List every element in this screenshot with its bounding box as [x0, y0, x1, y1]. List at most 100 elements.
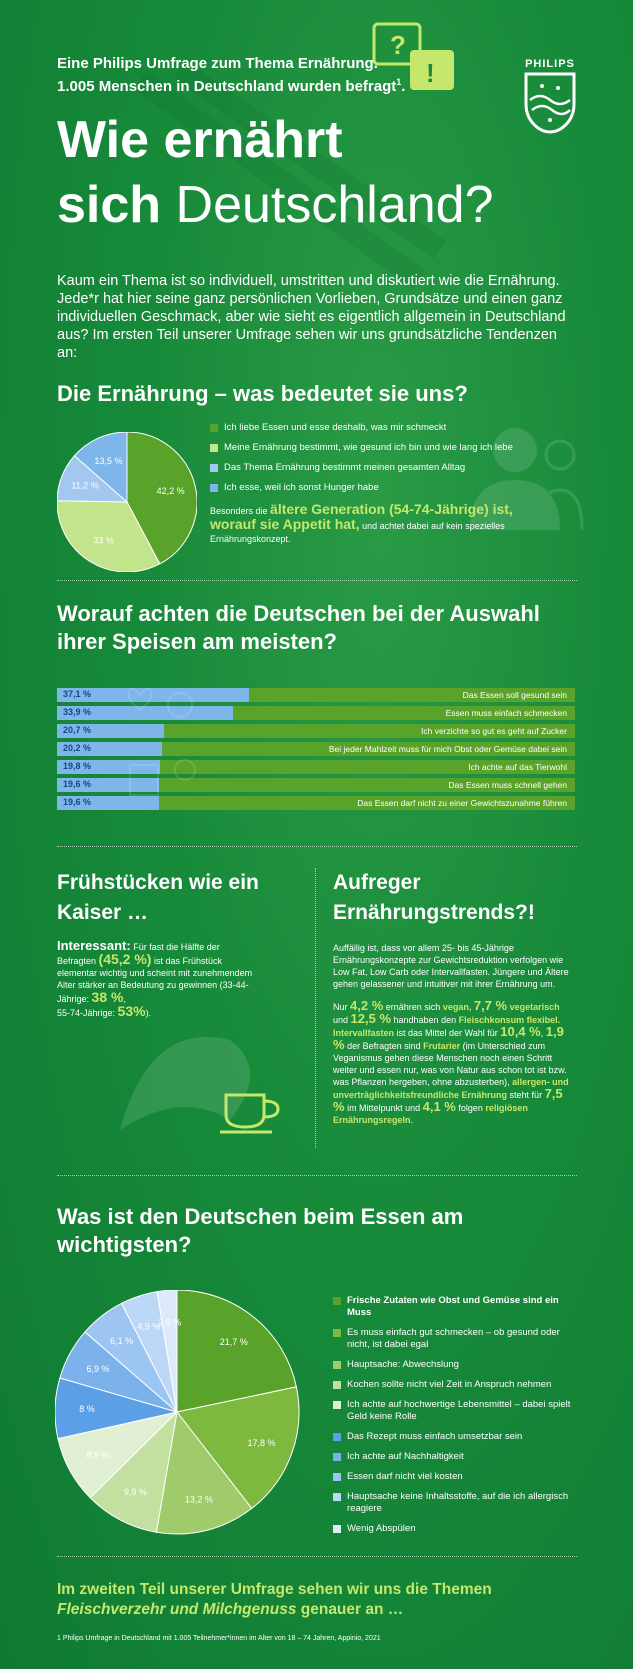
- bar-value: 37,1 %: [63, 689, 92, 699]
- bar-label: Essen muss einfach schmecken: [445, 708, 567, 718]
- trends-x: im Mittelpunkt und: [344, 1103, 423, 1113]
- pie-value-label: 8,9 %: [86, 1450, 109, 1460]
- section2-title: Worauf achten die Deutschen bei der Ausw…: [57, 600, 577, 656]
- pie-value-label: 42,2 %: [157, 486, 185, 496]
- pie-value-label: 9,9 %: [124, 1487, 147, 1497]
- intro-line1: Eine Philips Umfrage zum Thema Ernährung…: [57, 55, 378, 72]
- food-icons: [127, 687, 196, 796]
- bar-label: Ich verzichte so gut es geht auf Zucker: [421, 726, 567, 736]
- pie-value-label: 2,6 %: [158, 1317, 181, 1327]
- trends-t: (im Unterschied zum Veganismus gehen die…: [333, 1041, 567, 1087]
- title-sich: sich: [57, 176, 162, 234]
- cutlery-watermark-icon: [133, 60, 447, 289]
- trends-a: Nur: [333, 1002, 351, 1012]
- trends-h: und: [333, 1015, 351, 1025]
- trends-s: Frutarier: [423, 1041, 461, 1051]
- outro-italic: Fleischverzehr und Milchgenuss: [57, 1601, 297, 1618]
- note-highlight1: ältere Generation (54-74-Jährige) ist,: [270, 501, 513, 517]
- breakfast-text: Interessant: Für fast die Hälfte der Bef…: [57, 938, 257, 1019]
- trends-text: Auffällig ist, dass vor allem 25- bis 45…: [333, 942, 573, 1136]
- trends-o: 10,4 %: [500, 1024, 541, 1039]
- bar-value: 20,7 %: [63, 725, 92, 735]
- legend-label: Es muss einfach gut schmecken – ob gesun…: [347, 1327, 560, 1350]
- note-pre: Besonders die: [210, 506, 271, 516]
- footnote-ref: 1: [396, 77, 402, 87]
- legend-swatch: [210, 443, 218, 452]
- legend-item: Ich achte auf Nachhaltigkeit: [333, 1451, 583, 1463]
- bar-value: 19,6 %: [63, 779, 92, 789]
- trends-i: 12,5 %: [350, 1011, 392, 1026]
- trends-d: vegan,: [442, 1002, 472, 1012]
- outro-rest: genauer an …: [296, 1601, 404, 1618]
- legend-label: Ich achte auf hochwertige Lebensmittel –…: [347, 1399, 571, 1422]
- bar-label: Ich achte auf das Tierwohl: [468, 762, 567, 772]
- breakfast-pct: (45,2 %): [98, 951, 152, 967]
- divider: [57, 1175, 577, 1176]
- intro-text: Eine Philips Umfrage zum Thema Ernährung…: [57, 54, 457, 96]
- section4-heading: Aufreger Ernährungstrends?!: [333, 871, 535, 924]
- breakfast-53: 53%: [117, 1003, 146, 1019]
- pie-chart-meaning: 42,2 % 33 % 11,2 % 13,5 %: [57, 432, 197, 572]
- pie-slice: [176, 1386, 300, 1510]
- legend-importance: Frische Zutaten wie Obst und Gemüse sind…: [333, 1295, 583, 1543]
- bar-fill: [57, 742, 162, 756]
- note-older-generation: Besonders die ältere Generation (54-74-J…: [210, 501, 550, 546]
- trends-q: 1,9 %: [333, 1024, 564, 1052]
- page-title-line1: Wie ernährt: [57, 111, 343, 169]
- legend-swatch: [333, 1401, 341, 1409]
- bar-row: 20,7 % Ich verzichte so gut es geht auf Z…: [57, 724, 575, 738]
- bar-row: 19,8 % Ich achte auf das Tierwohl: [57, 760, 575, 774]
- trends-v: steht für: [507, 1090, 545, 1100]
- page-title-line2: sich Deutschland?: [57, 175, 494, 235]
- legend-label: Hauptsache keine Inhaltsstoffe, auf die …: [347, 1491, 569, 1514]
- pie-value-label: 21,7 %: [220, 1337, 248, 1347]
- breakfast-38: 38 %: [91, 989, 124, 1005]
- bar-fill: [57, 706, 233, 720]
- legend-item: Ich achte auf hochwertige Lebensmittel –…: [333, 1399, 583, 1423]
- divider: [57, 1556, 577, 1557]
- trends-g: vegetarisch: [507, 1002, 560, 1012]
- breakfast-t2: ist das Frühstück elementar wichtig und …: [57, 956, 253, 1004]
- legend-label: Ich esse, weil ich sonst Hunger habe: [224, 482, 379, 493]
- interessant-label: Interessant:: [57, 938, 131, 953]
- legend-swatch: [333, 1473, 341, 1481]
- note-post: und achtet dabei auf kein spezielles Ern…: [210, 521, 505, 544]
- pie-slice: [156, 1290, 178, 1413]
- trends-y: 4,1 %: [422, 1099, 456, 1114]
- legend-label: Ich achte auf Nachhaltigkeit: [347, 1451, 464, 1462]
- legend-label: Hauptsache: Abwechslung: [347, 1359, 459, 1370]
- bar-label: Das Essen darf nicht zu einer Gewichtszu…: [357, 798, 567, 808]
- speech-bubbles-icon: ? !: [372, 22, 454, 90]
- trends-w: 7,5 %: [333, 1086, 563, 1114]
- legend-swatch: [333, 1493, 341, 1501]
- lead-paragraph: Kaum ein Thema ist so individuell, umstr…: [57, 273, 566, 361]
- pie-chart-importance: 21,7 % 17,8 % 13,2 % 9,9 % 8,9 % 8 % 6,9 % 6,1 …: [55, 1290, 300, 1535]
- trends-n: ist das Mittel der Wahl für: [394, 1028, 501, 1038]
- trends-zzz: .: [410, 1115, 414, 1125]
- breakfast-t3: ,: [123, 994, 126, 1004]
- legend-swatch: [210, 463, 218, 472]
- pie-value-label: 11,2 %: [71, 481, 98, 491]
- pie-slice: [73, 432, 128, 504]
- bar-row: 19,6 % Das Essen darf nicht zu einer Gewi…: [57, 796, 575, 810]
- legend-label: Meine Ernährung bestimmt, wie gesund ich…: [224, 442, 513, 453]
- section5-heading: Was ist den Deutschen beim Essen am wich…: [57, 1204, 464, 1257]
- section1-heading: Die Ernährung – was bedeutet sie uns?: [57, 381, 468, 406]
- legend-label: Wenig Abspülen: [347, 1523, 416, 1534]
- section1-title: Die Ernährung – was bedeutet sie uns?: [57, 380, 468, 408]
- pie-value-label: 17,8 %: [247, 1438, 275, 1448]
- legend-item: Hauptsache keine Inhaltsstoffe, auf die …: [333, 1491, 583, 1515]
- bar-row: 19,6 % Das Essen muss schnell gehen: [57, 778, 575, 792]
- svg-text:?: ?: [390, 30, 406, 60]
- section3-title: Frühstücken wie ein Kaiser …: [57, 868, 297, 928]
- trends-zz: religiösen Ernährungsregeln: [333, 1103, 528, 1125]
- pie-slice: [176, 1290, 297, 1413]
- legend-swatch: [210, 483, 218, 492]
- bar-row: 37,1 % Das Essen soll gesund sein: [57, 688, 575, 702]
- breakfast-t1: Für fast die Hälfte der Befragten: [57, 942, 220, 966]
- legend-label: Frische Zutaten wie Obst und Gemüse sind…: [347, 1295, 559, 1318]
- legend-item: Das Rezept muss einfach umsetzbar sein: [333, 1431, 583, 1443]
- legend-item: Kochen sollte nicht viel Zeit in Anspruc…: [333, 1379, 583, 1391]
- legend-label: Essen darf nicht viel kosten: [347, 1471, 463, 1482]
- pie-value-label: 4,9 %: [137, 1321, 160, 1331]
